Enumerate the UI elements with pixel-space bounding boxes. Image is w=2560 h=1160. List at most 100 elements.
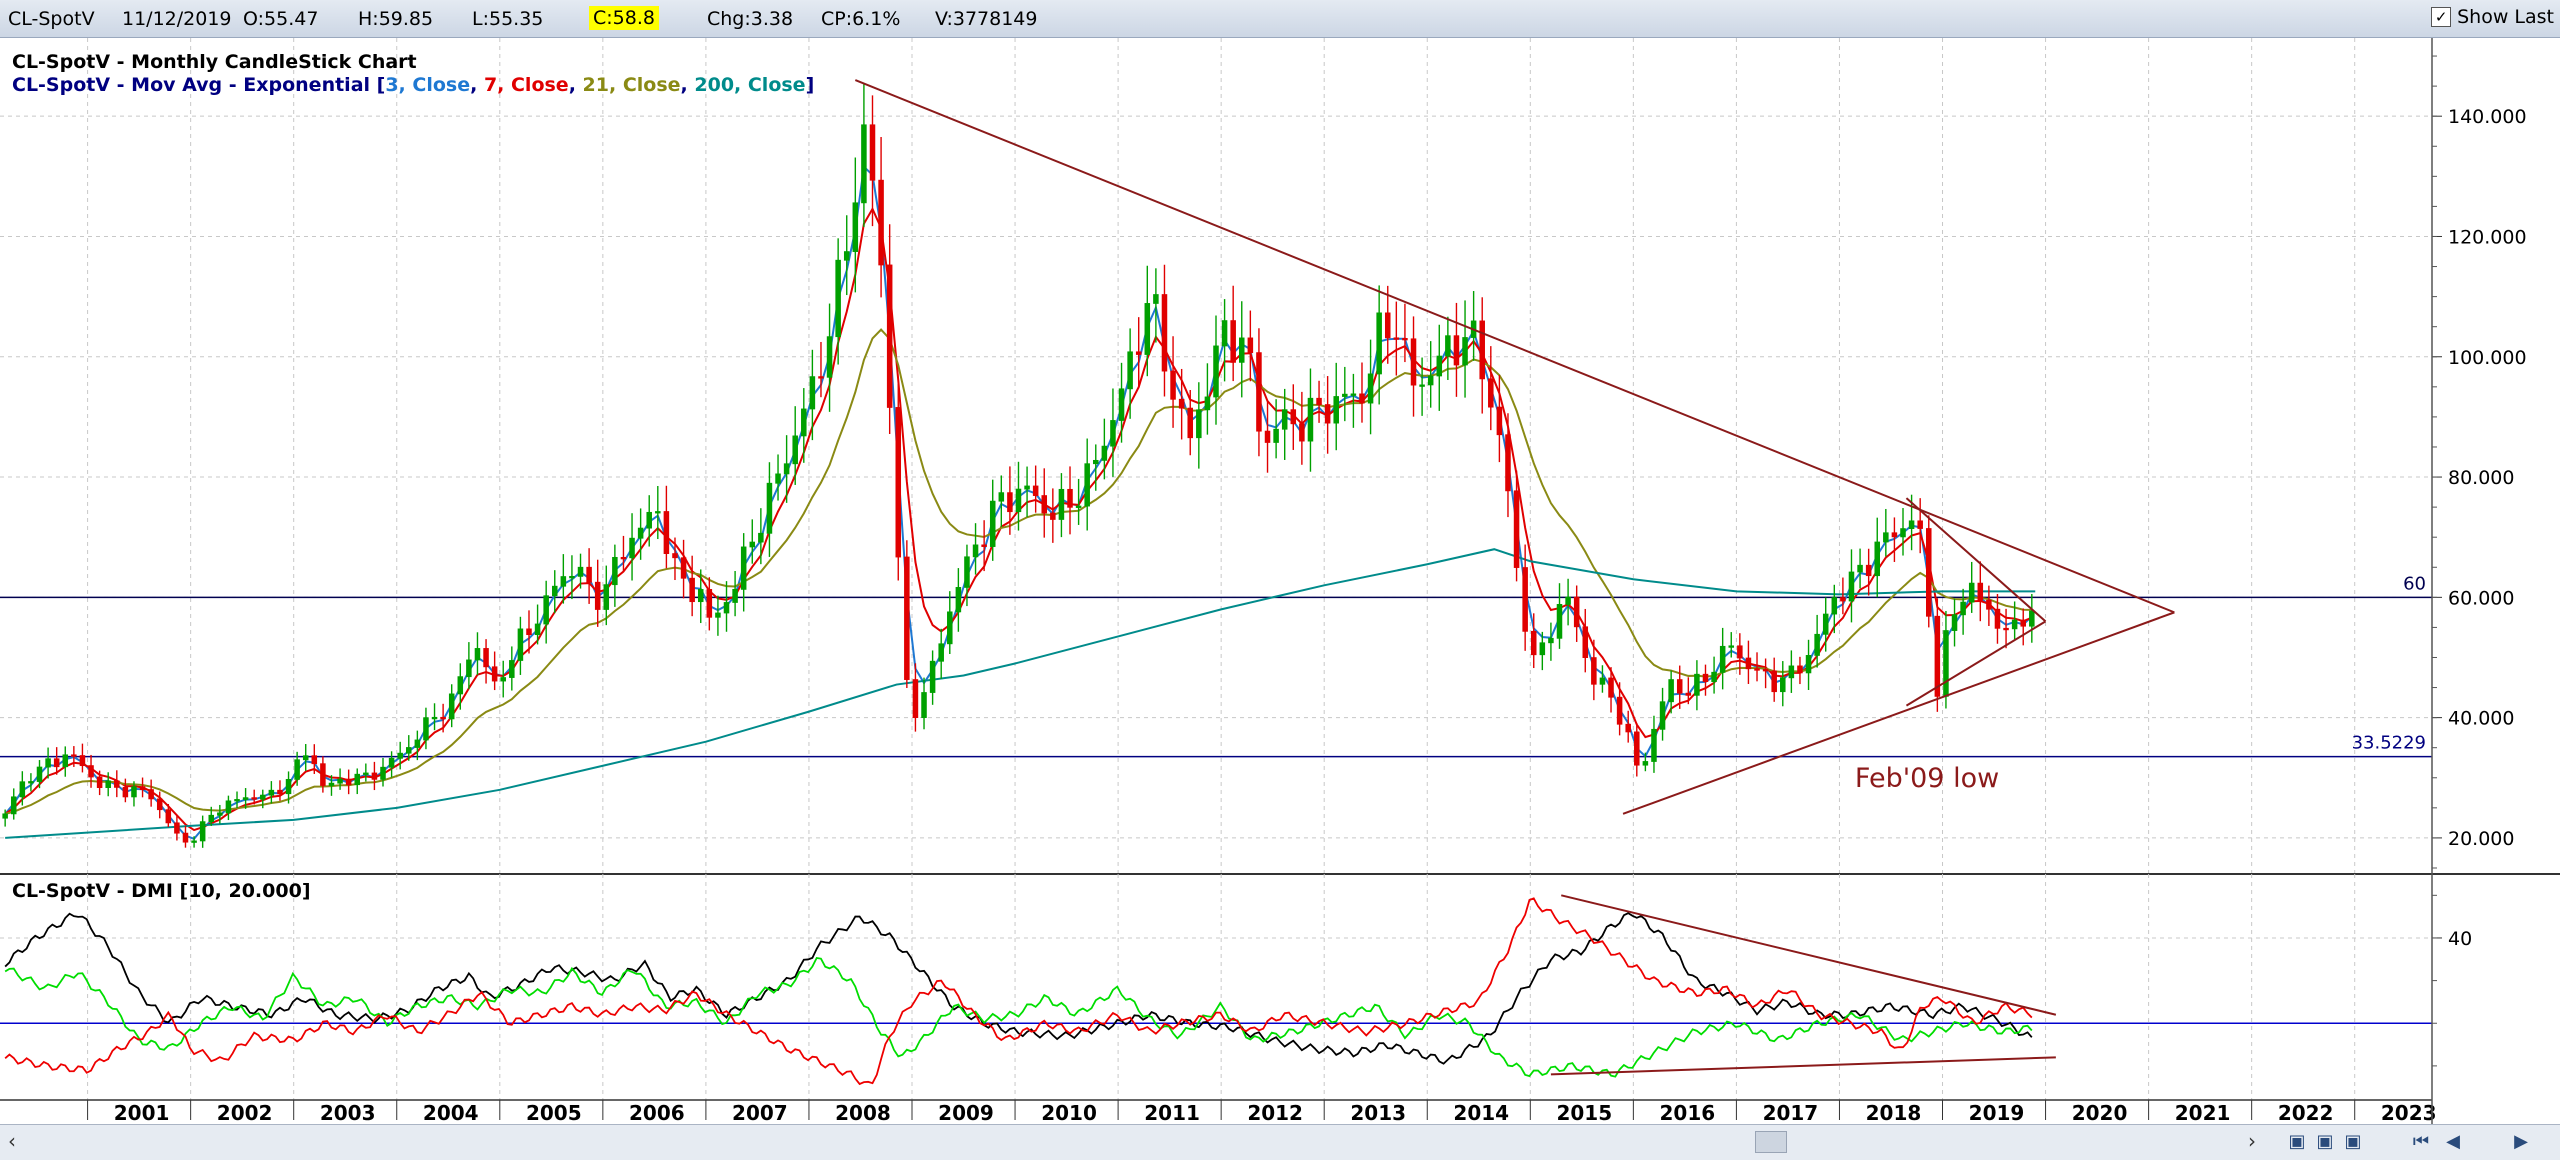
scroll-right-arrow-icon[interactable]: ›: [2248, 1129, 2256, 1153]
candle: [749, 519, 756, 564]
zoom-fit-icon[interactable]: ▣: [2288, 1131, 2306, 1152]
candle: [1934, 598, 1941, 712]
candle-body: [1384, 312, 1391, 339]
candle-body: [1968, 582, 1975, 603]
candle: [740, 533, 747, 612]
price-panel: 60 33.5229 20.000 40.000 60.000 80.000 100.00…: [0, 38, 2527, 874]
price-y-label-3: 80.000: [2448, 467, 2514, 489]
dmi-trend-line-1: [1550, 1056, 2056, 1076]
candle: [431, 703, 438, 731]
candle-body: [217, 812, 223, 816]
scroll-left-arrow-icon[interactable]: ‹: [8, 1129, 16, 1153]
candle-body: [1685, 692, 1692, 696]
candle-body: [1565, 596, 1571, 605]
candle: [1616, 682, 1623, 736]
price-y-label-2: 60.000: [2448, 587, 2514, 609]
candle-body: [1505, 434, 1511, 492]
price-panel-background: [0, 38, 2432, 874]
candle: [311, 744, 318, 774]
chart-area[interactable]: 60 33.5229 20.000 40.000 60.000 80.000 100.00…: [0, 38, 2560, 1124]
candle: [10, 788, 17, 820]
show-last-toggle[interactable]: ✓ Show Last: [2431, 6, 2554, 28]
zoom-in-icon[interactable]: ▣: [2316, 1131, 2334, 1152]
candle-body: [551, 585, 558, 597]
candle: [1822, 597, 1829, 652]
candle-body: [1410, 338, 1417, 386]
candle-body: [1256, 352, 1262, 432]
candle: [380, 757, 386, 787]
high-readout: H:59.85: [358, 8, 434, 30]
candle: [1788, 650, 1795, 693]
candle-body: [1221, 320, 1228, 347]
candle: [706, 577, 713, 631]
candle-body: [165, 809, 172, 824]
candle: [1007, 466, 1013, 535]
previous-icon[interactable]: ◀: [2446, 1131, 2460, 1152]
candle-body: [758, 532, 764, 543]
dmi-panel: 40 CL-SpotV - DMI [10, 20.000]: [0, 874, 2472, 1100]
candle: [1573, 585, 1580, 642]
candle: [1831, 584, 1838, 634]
horizontal-scrollbar[interactable]: ‹ › ▣ ▣ ▣ ⏮ ◀ ▶: [0, 1124, 2560, 1160]
price-y-label-1: 40.000: [2448, 708, 2514, 730]
candle-body: [1170, 370, 1176, 400]
candle: [1230, 285, 1236, 382]
candle-body: [62, 754, 69, 768]
candle-body: [1213, 345, 1219, 398]
show-last-checkbox[interactable]: ✓: [2431, 7, 2452, 27]
candle: [1118, 362, 1125, 443]
candle-body: [1153, 294, 1159, 304]
candle-body: [706, 589, 713, 618]
candle-body: [878, 179, 884, 266]
candle-body: [1659, 701, 1666, 730]
price-trend-line-2: [1905, 497, 2047, 623]
candle-body: [1299, 423, 1305, 442]
candle-body: [1900, 528, 1906, 538]
candle-body: [663, 511, 670, 554]
candle: [1479, 297, 1485, 414]
candle-body: [818, 376, 824, 379]
candle-body: [156, 798, 163, 811]
candle-body: [2029, 610, 2035, 627]
zoom-out-icon[interactable]: ▣: [2344, 1131, 2362, 1152]
candle: [1762, 658, 1769, 689]
candle-body: [182, 832, 189, 843]
candle: [1058, 473, 1065, 538]
candle: [680, 539, 687, 599]
x-tick-label-2017: 2017: [1763, 1101, 1819, 1124]
candle: [1093, 444, 1099, 491]
candle: [225, 795, 232, 821]
candle-body: [2011, 619, 2018, 630]
candle: [474, 632, 481, 675]
candle: [397, 741, 403, 770]
price-trend-line-1: [1622, 611, 2175, 815]
candle-body: [53, 758, 60, 768]
candle: [1384, 285, 1391, 364]
candle-body: [406, 747, 412, 754]
dmi-series-1: [4, 956, 2033, 1078]
candle-body: [1419, 384, 1425, 387]
price-trend-line-0: [854, 79, 2175, 614]
next-icon[interactable]: ▶: [2514, 1131, 2528, 1152]
candle: [1307, 368, 1314, 472]
candle-body: [1453, 335, 1460, 366]
candle-body: [363, 772, 369, 775]
scrollbar-thumb[interactable]: [1755, 1131, 1787, 1153]
toolbar: CL-SpotV 11/12/2019 O:55.47 H:59.85 L:55…: [0, 0, 2560, 38]
candle-body: [1857, 564, 1863, 573]
x-tick-label-2011: 2011: [1144, 1101, 1200, 1124]
candle: [1556, 583, 1563, 649]
go-first-icon[interactable]: ⏮: [2412, 1131, 2430, 1152]
candle-body: [526, 628, 532, 636]
candle-body: [1101, 445, 1108, 461]
candle-body: [947, 611, 953, 645]
candle: [1591, 639, 1597, 701]
candle-body: [1797, 665, 1803, 674]
candle: [2020, 608, 2026, 646]
candle-body: [586, 566, 592, 583]
candle: [19, 771, 26, 806]
candle-body: [1024, 485, 1030, 490]
subtitle-part-8: ]: [806, 74, 815, 96]
candle: [1299, 391, 1305, 465]
candle: [122, 778, 129, 803]
